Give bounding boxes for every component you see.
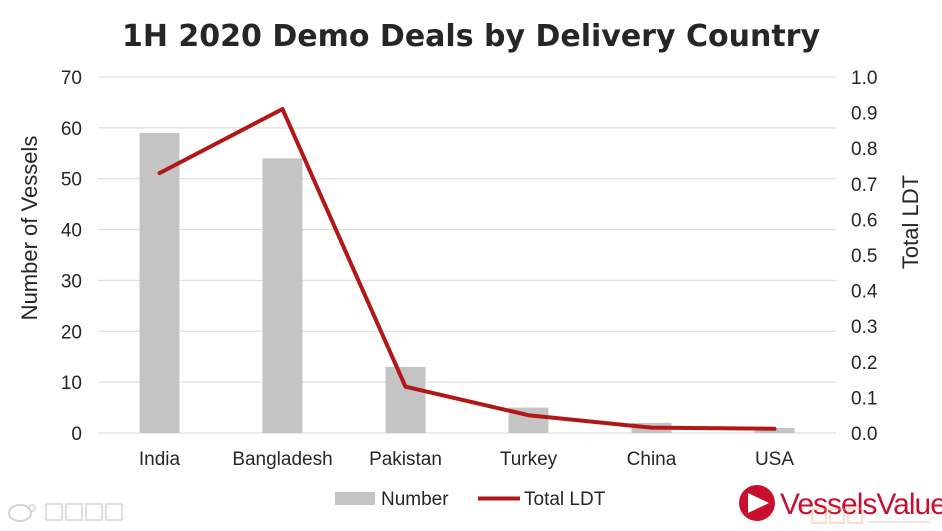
x-tick-label: India	[139, 449, 181, 470]
bars	[139, 132, 795, 433]
y-right-tick-label: 0.7	[851, 175, 877, 196]
x-tick-label: Turkey	[500, 449, 558, 470]
bar-pakistan	[385, 366, 426, 433]
chart-title: 1H 2020 Demo Deals by Delivery Country	[122, 19, 820, 54]
watermark-right	[811, 508, 930, 524]
y-tick-label: 70	[61, 68, 82, 89]
y-right-tick-label: 0.3	[851, 317, 877, 338]
y-right-tick-label: 0.0	[851, 424, 877, 445]
line-total-ldt	[157, 107, 777, 431]
bar-india	[139, 132, 180, 433]
y-tick-label: 0	[71, 424, 82, 445]
y-tick-label: 40	[61, 221, 82, 242]
gridlines	[98, 76, 836, 434]
left-axis-ticks: 0 10 20 30 40 50 60 70	[61, 68, 82, 445]
y-tick-label: 50	[61, 170, 82, 191]
watermark-left	[8, 503, 123, 522]
vesselsvalue-logo-text: VesselsValue	[780, 488, 942, 521]
y-tick-label: 20	[61, 322, 82, 343]
bar-bangladesh	[262, 158, 303, 433]
vesselsvalue-logo: VesselsValue	[739, 485, 942, 521]
y-axis-title: Number of Vessels	[17, 136, 42, 321]
line-series	[157, 107, 777, 431]
legend-swatch-number	[335, 492, 375, 505]
y-tick-label: 30	[61, 271, 82, 292]
y-tick-label: 60	[61, 119, 82, 140]
x-axis-ticks: India Bangladesh Pakistan Turkey China USA	[139, 449, 794, 470]
right-axis-ticks: 0.0 0.1 0.2 0.3 0.4 0.5 0.6 0.7 0.8 0.9 1.0	[851, 68, 878, 445]
legend-label-total-ldt: Total LDT	[524, 489, 606, 510]
x-tick-label: Pakistan	[369, 449, 442, 470]
y-right-tick-label: 0.6	[851, 210, 877, 231]
y-right-tick-label: 0.8	[851, 139, 877, 160]
x-tick-label: Bangladesh	[232, 449, 332, 470]
y-right-tick-label: 1.0	[851, 68, 877, 89]
y-right-tick-label: 0.9	[851, 104, 877, 125]
y-right-tick-label: 0.5	[851, 246, 877, 267]
y-tick-label: 10	[61, 373, 82, 394]
y-axis-right-title: Total LDT	[898, 175, 923, 269]
legend: Number Total LDT	[335, 489, 606, 510]
x-tick-label: China	[627, 449, 677, 470]
y-right-tick-label: 0.2	[851, 353, 877, 374]
legend-label-number: Number	[381, 489, 449, 510]
y-right-tick-label: 0.1	[851, 388, 877, 409]
y-right-tick-label: 0.4	[851, 282, 878, 303]
x-tick-label: USA	[755, 449, 794, 470]
